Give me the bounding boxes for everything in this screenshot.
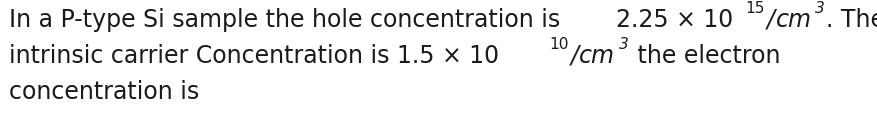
Text: 10: 10 — [548, 37, 567, 52]
Text: 2.25 × 10: 2.25 × 10 — [616, 8, 732, 32]
Text: cm: cm — [579, 44, 615, 68]
Text: the electron: the electron — [629, 44, 779, 68]
Text: In a P-type Si sample the hole concentration is: In a P-type Si sample the hole concentra… — [9, 8, 560, 32]
Text: 3: 3 — [815, 1, 824, 16]
Text: . The: . The — [825, 8, 877, 32]
Text: cm: cm — [774, 8, 810, 32]
Text: 3: 3 — [618, 37, 628, 52]
Text: /: / — [766, 8, 774, 32]
Text: 15: 15 — [745, 1, 764, 16]
Text: /: / — [570, 44, 578, 68]
Text: intrinsic carrier Concentration is 1.5 × 10: intrinsic carrier Concentration is 1.5 ×… — [9, 44, 498, 68]
Text: concentration is: concentration is — [9, 80, 199, 104]
